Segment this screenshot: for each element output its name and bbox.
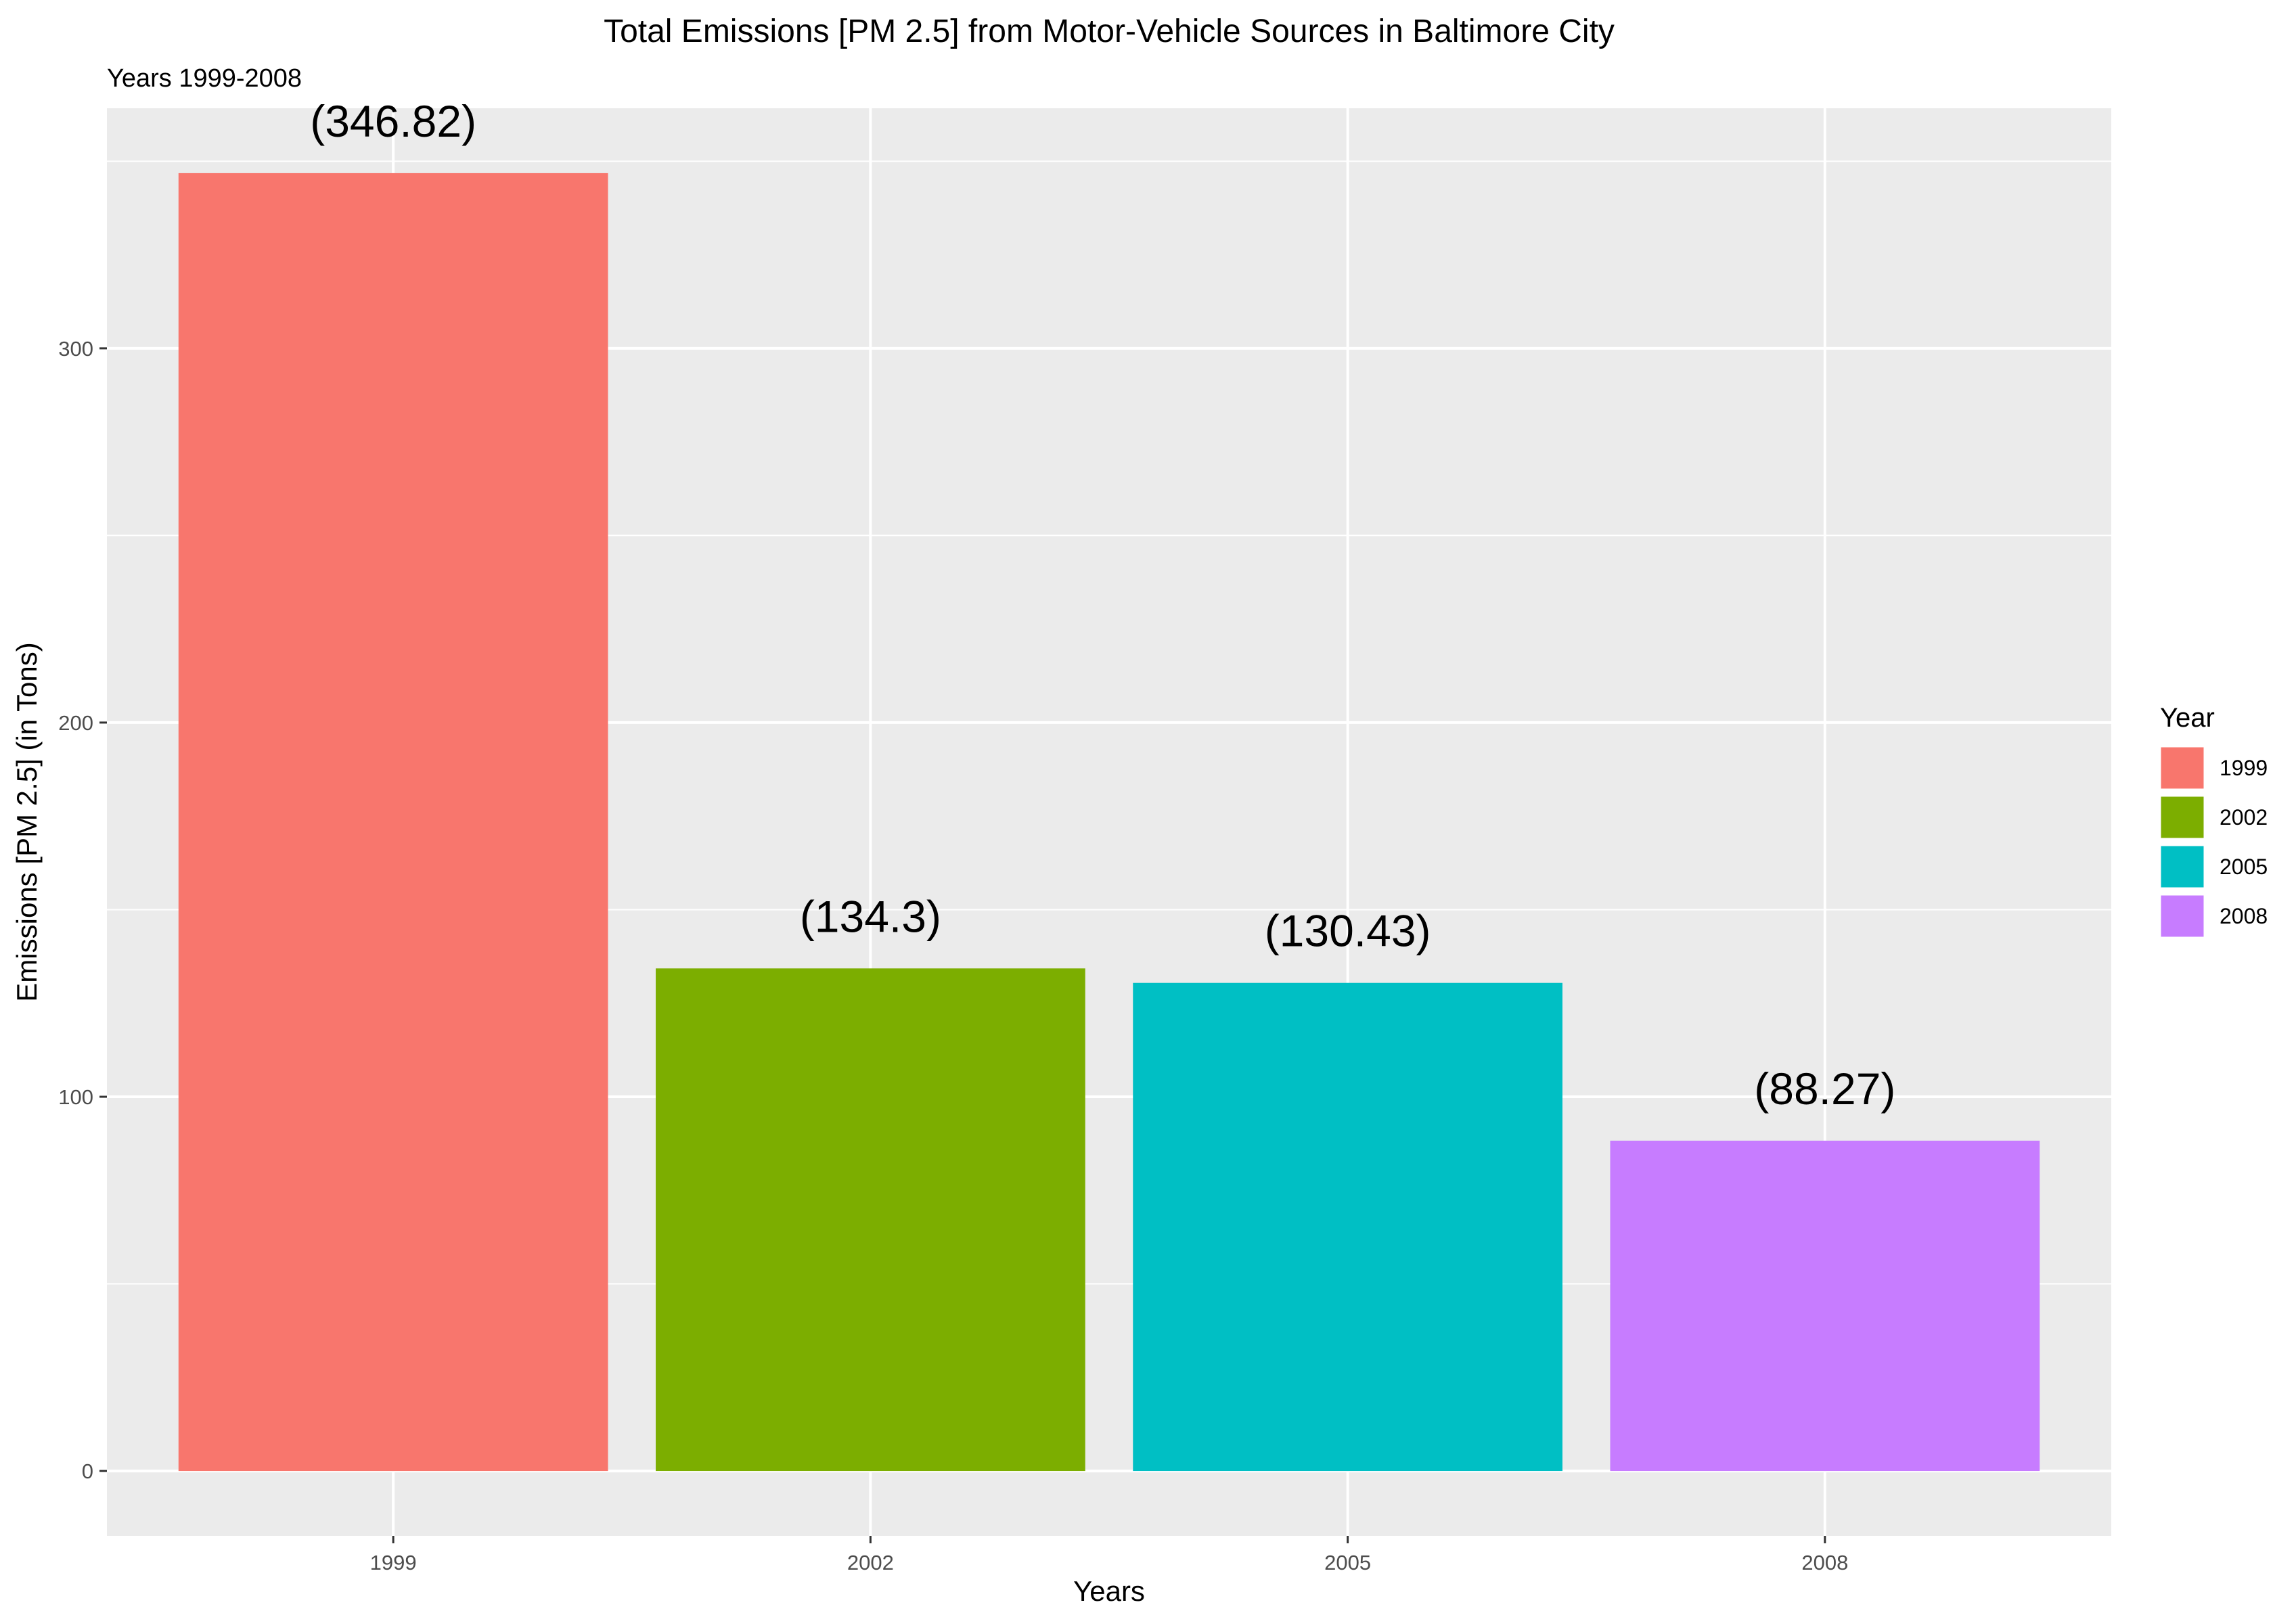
chart-subtitle: Years 1999-2008: [107, 64, 302, 93]
bar-2008: [1610, 1140, 2040, 1472]
legend-key-2008: [2159, 893, 2206, 939]
legend-key-1999: [2159, 745, 2206, 791]
legend-title: Year: [2160, 703, 2215, 733]
legend-key-2002: [2159, 794, 2206, 840]
bar-2002: [656, 968, 1085, 1472]
y-tick-label: 200: [58, 711, 93, 735]
x-tick-label: 1999: [370, 1551, 417, 1574]
y-axis-title: Emissions [PM 2.5] (in Tons): [11, 642, 43, 1001]
x-axis-title: Years: [1073, 1575, 1145, 1607]
data-label-1999: (346.82): [310, 96, 476, 146]
x-tick-label: 2008: [1801, 1551, 1848, 1574]
chart-title: Total Emissions [PM 2.5] from Motor-Vehi…: [604, 14, 1615, 49]
legend-label-1999: 1999: [2220, 756, 2268, 780]
legend-label-2008: 2008: [2220, 904, 2268, 928]
data-label-2008: (88.27): [1754, 1064, 1895, 1114]
y-tick-label: 100: [58, 1085, 93, 1109]
bar-2005: [1133, 982, 1562, 1472]
data-label-2005: (130.43): [1265, 906, 1431, 956]
y-axis: 0 100 200 300: [58, 337, 107, 1483]
bars: [178, 173, 2040, 1472]
legend-key-2005: [2159, 844, 2206, 890]
x-tick-label: 2005: [1324, 1551, 1371, 1574]
y-tick-label: 300: [58, 337, 93, 361]
data-labels: (346.82) (134.3) (130.43) (88.27): [310, 96, 1895, 1114]
legend: Year 1999 2002 2005 2008: [2159, 703, 2268, 939]
legend-label-2002: 2002: [2220, 805, 2268, 830]
legend-label-2005: 2005: [2220, 855, 2268, 879]
y-tick-label: 0: [82, 1459, 93, 1483]
data-label-2002: (134.3): [800, 891, 941, 941]
bar-1999: [178, 173, 608, 1472]
x-axis: 1999 2002 2005 2008: [370, 1536, 1848, 1574]
x-tick-label: 2002: [847, 1551, 894, 1574]
